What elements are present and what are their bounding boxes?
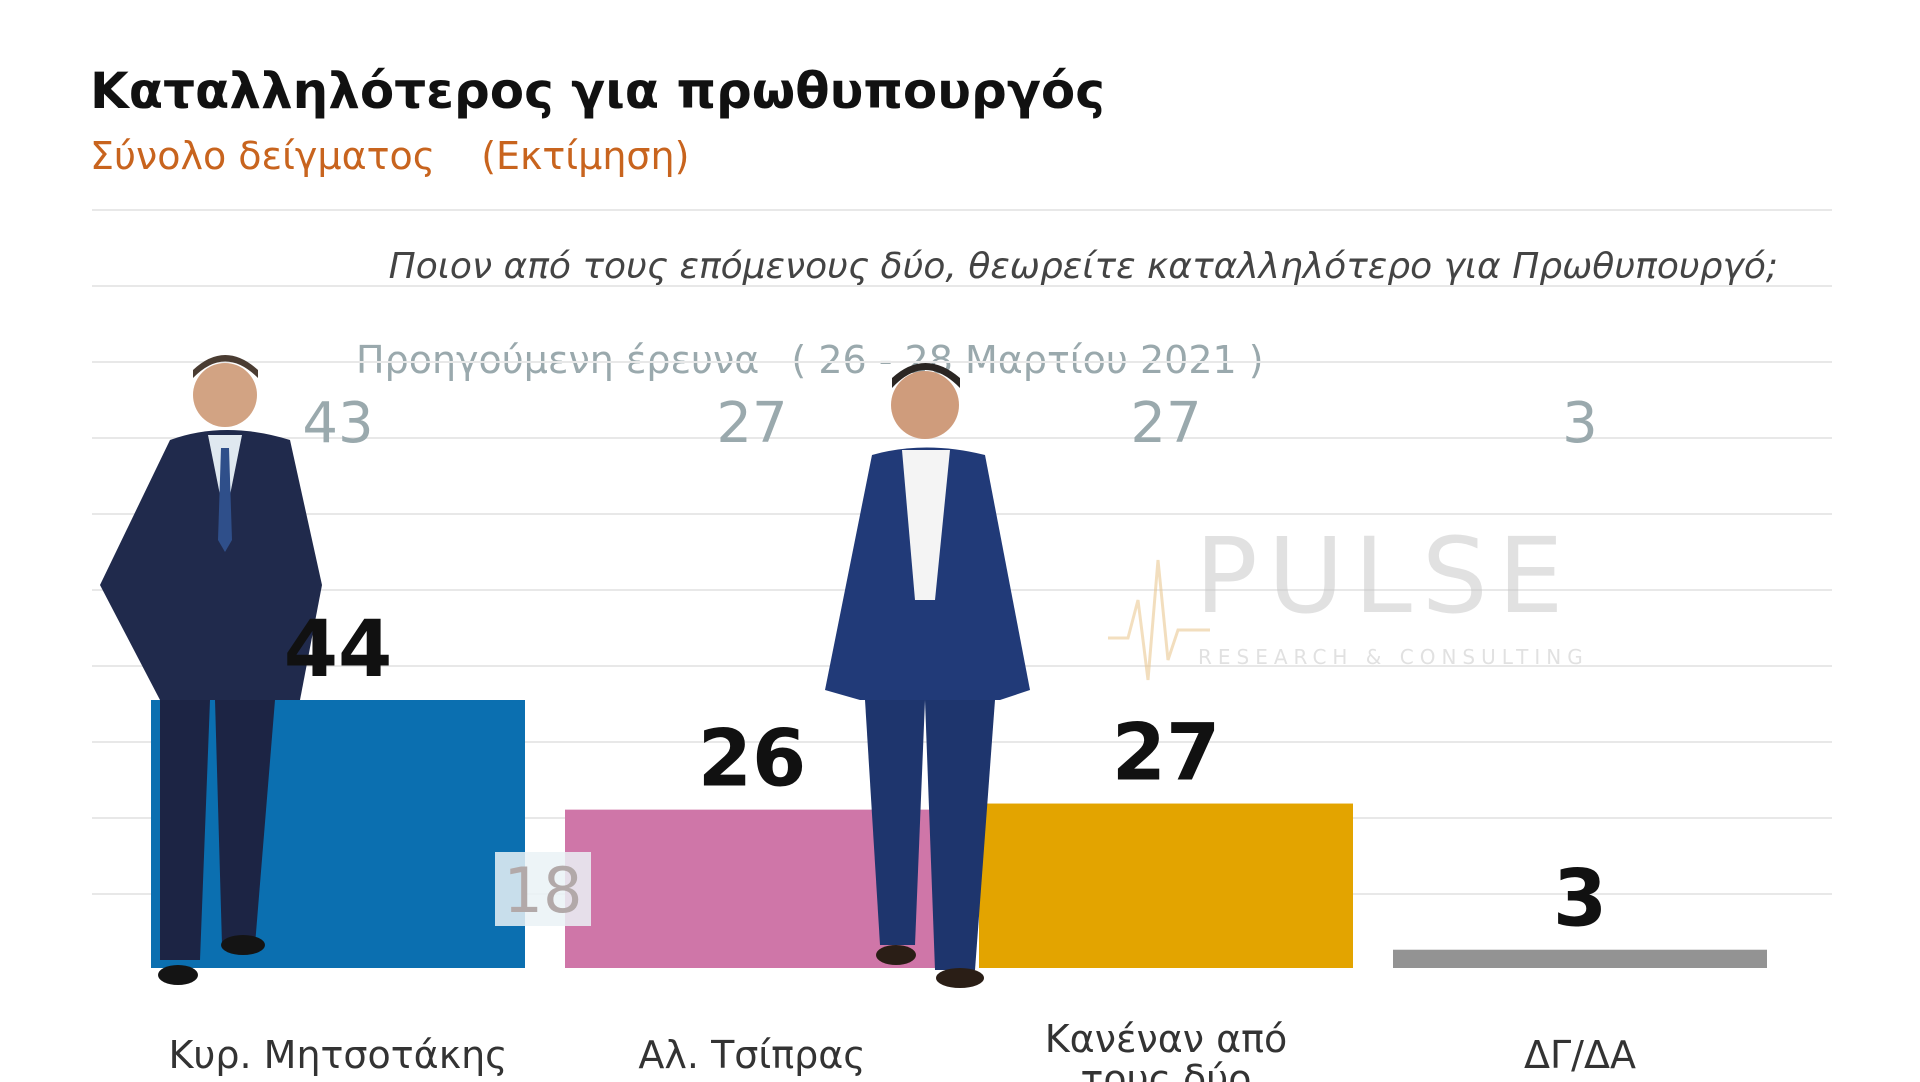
person-figure-tsipras xyxy=(825,363,1030,988)
chart-title: Καταλληλότερος για πρωθυπουργός xyxy=(90,62,1105,120)
previous-survey-text: Προηγούμενη έρευνα xyxy=(356,338,760,382)
annotation: 18 xyxy=(495,852,591,927)
category-label: τους δύο xyxy=(1081,1057,1252,1082)
watermark-sub: RESEARCH & CONSULTING xyxy=(1198,645,1589,669)
category-label: Αλ. Τσίπρας xyxy=(638,1033,865,1077)
watermark-brand: PULSE xyxy=(1195,515,1574,637)
previous-value-label: 3 xyxy=(1562,391,1598,456)
pulse-watermark-logo: PULSE RESEARCH & CONSULTING xyxy=(1108,515,1589,681)
category-label: ΔΓ/ΔΑ xyxy=(1524,1033,1636,1077)
bar xyxy=(979,803,1353,968)
previous-value-label: 27 xyxy=(1130,391,1201,456)
person-figure-mitsotakis xyxy=(100,355,322,985)
annotation-text: 18 xyxy=(504,854,583,927)
bar xyxy=(1393,949,1767,968)
previous-survey-dates: ( 26 - 28 Μαρτίου 2021 ) xyxy=(791,338,1264,382)
previous-value-label: 43 xyxy=(302,391,373,456)
labels-layer: 44 43 Κυρ. Μητσοτάκης 26 27 Αλ. Τσίπρας 27 27 Κα… xyxy=(169,391,1636,1082)
chart-subtitle: Σύνολο δείγματος (Εκτίμηση) xyxy=(90,134,723,178)
previous-survey-label: Προηγούμενη έρευνα ( 26 - 28 Μαρτίου 202… xyxy=(356,338,1284,382)
value-label: 26 xyxy=(698,715,807,805)
value-label: 27 xyxy=(1112,709,1221,799)
category-label: Κυρ. Μητσοτάκης xyxy=(169,1033,508,1077)
value-label: 3 xyxy=(1553,855,1607,945)
category-label: Κανέναν από xyxy=(1045,1017,1288,1061)
survey-question: Ποιον από τους επόμενους δύο, θεωρείτε κ… xyxy=(388,246,1778,287)
subtitle-estimate: (Εκτίμηση) xyxy=(481,134,690,178)
bar xyxy=(151,700,525,968)
subtitle-sample: Σύνολο δείγματος xyxy=(90,134,436,178)
value-label: 44 xyxy=(284,605,393,695)
previous-value-label: 27 xyxy=(716,391,787,456)
annotation-box xyxy=(495,852,591,926)
